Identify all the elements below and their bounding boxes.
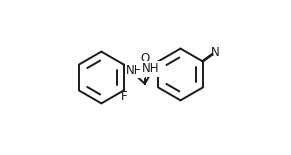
Text: O: O xyxy=(140,52,149,65)
Text: F: F xyxy=(121,90,128,103)
Text: NH: NH xyxy=(126,64,144,77)
Text: N: N xyxy=(211,46,220,59)
Text: NH: NH xyxy=(142,62,159,75)
